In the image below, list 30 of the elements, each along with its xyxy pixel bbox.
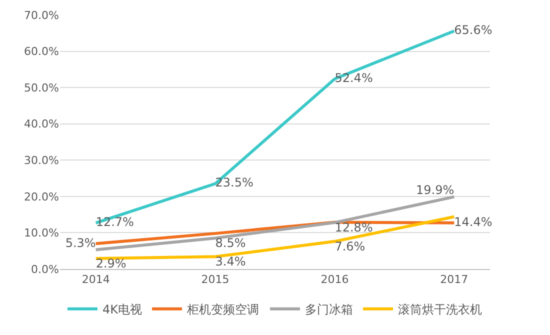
data-label: 19.9% (416, 182, 454, 197)
x-tick-label: 2014 (82, 273, 110, 286)
data-label: 2.9% (96, 256, 126, 270)
legend-label: 滚筒烘干洗衣机 (398, 302, 482, 317)
line-series (94, 195, 456, 252)
y-tick-label: 50.0% (24, 81, 59, 94)
data-label: 14.4% (454, 214, 492, 229)
data-label: 5.3% (65, 236, 96, 250)
legend-label: 4K电视 (102, 302, 142, 317)
data-label: 3.4% (215, 254, 246, 269)
data-label: 7.6% (334, 239, 366, 254)
x-tick-label: 2015 (201, 273, 230, 286)
legend-label: 多门冰箱 (305, 302, 354, 317)
line-series (94, 29, 456, 224)
y-tick-label: 70.0% (24, 8, 59, 22)
x-tick-label: 2017 (440, 273, 468, 286)
y-tick-label: 0.0% (31, 262, 59, 276)
y-tick-label: 40.0% (24, 118, 59, 131)
y-tick-label: 30.0% (24, 154, 59, 167)
data-label: 65.6% (454, 22, 492, 37)
data-label: 8.5% (215, 236, 246, 250)
x-tick-label: 2016 (320, 273, 349, 286)
y-tick-label: 10.0% (24, 226, 59, 240)
data-label: 12.7% (96, 214, 134, 229)
y-tick-label: 20.0% (24, 190, 59, 204)
legend-label: 柜机变频空调 (186, 302, 260, 317)
y-tick-label: 60.0% (24, 45, 59, 58)
data-label: 52.4% (334, 70, 373, 85)
data-label: 23.5% (215, 176, 254, 190)
data-label: 12.8% (334, 220, 373, 235)
